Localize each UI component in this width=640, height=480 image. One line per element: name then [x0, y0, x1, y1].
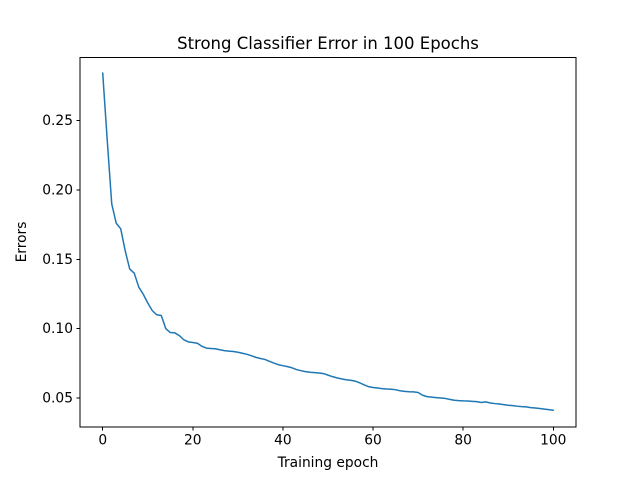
x-axis-label: Training epoch — [277, 455, 379, 471]
x-tick-label: 20 — [184, 433, 202, 449]
error-curve — [101, 72, 555, 411]
y-tick-label: 0.25 — [42, 113, 73, 129]
y-tick-label: 0.05 — [42, 391, 73, 407]
x-tick-label: 80 — [454, 433, 472, 449]
series-lines — [101, 72, 555, 411]
x-tick-label: 100 — [540, 433, 566, 449]
y-axis-label: Errors — [14, 222, 30, 263]
y-tick-label: 0.15 — [42, 252, 73, 268]
y-tick-label: 0.20 — [42, 182, 73, 198]
axis-ticks: 0 20 40 60 80 100 0.05 0.10 0.15 0.20 0.25 — [42, 113, 566, 448]
chart-title: Strong Classifier Error in 100 Epochs — [177, 34, 479, 53]
plot-frame — [79, 57, 577, 428]
x-tick-label: 0 — [98, 433, 107, 449]
y-tick-label: 0.10 — [42, 321, 73, 337]
x-tick-label: 40 — [274, 433, 292, 449]
x-tick-label: 60 — [364, 433, 382, 449]
